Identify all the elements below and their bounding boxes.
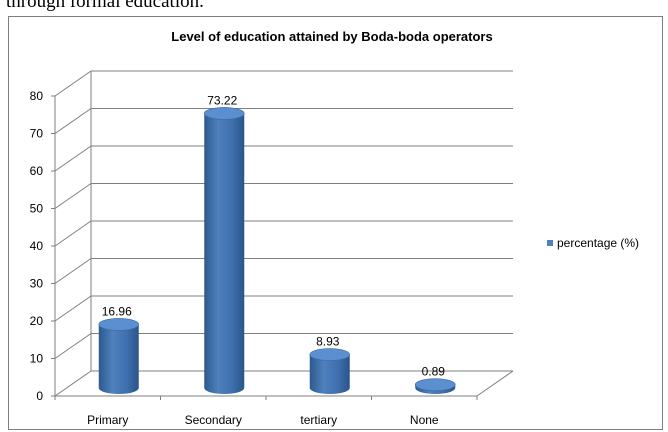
- bar-top-none: [414, 378, 456, 391]
- y-tick-label: 60: [30, 164, 44, 178]
- bar-primary: [98, 324, 139, 395]
- legend-label: percentage (%): [557, 236, 639, 250]
- x-category-label: None: [410, 413, 439, 427]
- grid-diagonal-5: [54, 183, 92, 209]
- grid-diagonal-7: [54, 108, 92, 134]
- y-tick-label: 10: [30, 352, 44, 366]
- y-tick-label: 70: [30, 127, 44, 141]
- bar-top-primary: [98, 318, 140, 331]
- floor-right-edge: [476, 370, 514, 397]
- y-tick-label: 30: [30, 277, 44, 291]
- grid-diagonal-3: [54, 258, 92, 284]
- data-label: 16.96: [102, 304, 132, 318]
- y-tick-label: 0: [36, 389, 43, 403]
- data-label: 0.89: [422, 365, 446, 379]
- x-category-label: Primary: [87, 413, 128, 427]
- grid-diagonal-6: [54, 145, 92, 172]
- bar-tertiary: [309, 354, 350, 395]
- chart-title: Level of education attained by Boda-boda…: [171, 29, 492, 44]
- y-tick-label: 50: [30, 202, 44, 216]
- y-tick-label: 40: [30, 239, 44, 253]
- data-label: 73.22: [207, 93, 237, 107]
- data-label: 8.93: [316, 335, 340, 349]
- grid-diagonal-2: [54, 295, 92, 322]
- bar-secondary: [204, 113, 245, 395]
- grid-diagonal-1: [54, 333, 92, 359]
- grid-diagonal-0: [54, 370, 92, 397]
- x-category-label: tertiary: [300, 413, 337, 427]
- y-axis-ticks: 0 10 20 30 40 50 60 70 80: [30, 89, 55, 403]
- bar-top-secondary: [203, 107, 245, 120]
- grid-diagonal-4: [54, 220, 92, 247]
- bars: 16.96 73.22 8.93 0.89: [98, 93, 456, 395]
- document-text: through formal education.: [6, 0, 204, 12]
- grid-diagonal-8: [54, 70, 92, 97]
- x-category-label: Secondary: [185, 413, 242, 427]
- bar-top-tertiary: [309, 348, 351, 361]
- legend-swatch: [547, 240, 553, 246]
- y-tick-label: 20: [30, 314, 44, 328]
- y-tick-label: 80: [30, 89, 44, 103]
- x-axis-labels: Primary Secondary tertiary None: [54, 396, 478, 427]
